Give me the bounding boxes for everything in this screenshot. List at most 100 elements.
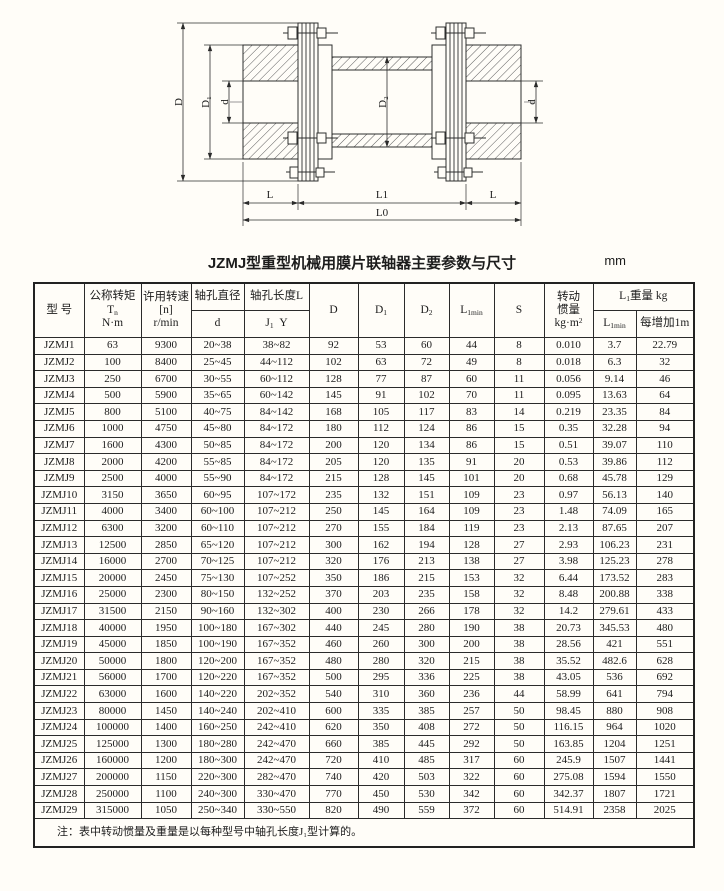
table-cell: 12500: [83, 536, 142, 554]
table-cell: 180~300: [190, 751, 245, 770]
table-cell: 4200: [140, 453, 192, 471]
table-cell: 6.44: [543, 569, 594, 587]
table-cell: 70: [448, 386, 495, 405]
header-D1: D1: [357, 282, 405, 338]
table-cell: 2358: [592, 801, 637, 820]
table-cell: 40~75: [190, 403, 245, 421]
table-cell: 84~172: [243, 419, 310, 438]
table-cell: 80000: [83, 702, 142, 720]
table-cell: JZMJ8: [33, 453, 85, 471]
table-cell: 112: [357, 419, 405, 438]
table-note: 注：表中转动惯量及重量是以每种型号中轴孔长度J₁型计算的。: [33, 818, 695, 848]
table-cell: JZMJ4: [33, 386, 85, 405]
table-cell: 50000: [83, 652, 142, 670]
table-cell: 6.3: [592, 353, 637, 372]
table-cell: 315000: [83, 801, 142, 820]
table-cell: 100000: [83, 718, 142, 737]
table-cell: 27: [493, 552, 545, 571]
table-cell: 125000: [83, 735, 142, 753]
table-cell: 317: [448, 751, 495, 770]
table-cell: 180: [308, 419, 359, 438]
table-cell: 60~142: [243, 386, 310, 405]
table-cell: 242~470: [243, 735, 310, 753]
table-cell: 91: [357, 386, 405, 405]
table-cell: 3150: [83, 486, 142, 504]
table-row: JZMJ3 250 6700 30~55 60~112 128 77 87 60 11 0.056 9…: [33, 370, 695, 388]
table-cell: 460: [308, 635, 359, 654]
table-cell: JZMJ11: [33, 502, 85, 521]
table-cell: 98.45: [543, 702, 594, 720]
table-cell: 87: [403, 370, 450, 388]
table-cell: 50: [493, 718, 545, 737]
table-cell: 230: [357, 602, 405, 621]
table-cell: 4750: [140, 419, 192, 438]
table-cell: 186: [357, 569, 405, 587]
table-cell: 116.15: [543, 718, 594, 737]
table-cell: 107~252: [243, 569, 310, 587]
table-header: 型 号 公称转矩 Tn N·m 许用转速 [n] r/min 轴孔直径 轴孔长度…: [33, 282, 695, 338]
table-cell: 40000: [83, 619, 142, 637]
table-cell: 0.056: [543, 370, 594, 388]
table-cell: JZMJ20: [33, 652, 85, 670]
table-cell: 236: [448, 685, 495, 704]
table-cell: JZMJ28: [33, 785, 85, 803]
table-cell: 1507: [592, 751, 637, 770]
table-cell: 1050: [140, 801, 192, 820]
table-cell: 38: [493, 619, 545, 637]
table-cell: 342.37: [543, 785, 594, 803]
table-cell: 32: [493, 602, 545, 621]
table-cell: 2500: [83, 469, 142, 488]
table-cell: 220~300: [190, 768, 245, 787]
table-row: JZMJ15 20000 2450 75~130 107~252 350 186 215 153…: [33, 569, 695, 587]
table-cell: 330~470: [243, 785, 310, 803]
table-cell: 3400: [140, 502, 192, 521]
table-cell: 202~352: [243, 685, 310, 704]
table-cell: 250~340: [190, 801, 245, 820]
table-row: JZMJ7 1600 4300 50~85 84~172 200 120 134 86 15 0.5…: [33, 436, 695, 455]
coupling-section-drawing: D D₁ d D₂ d L L1 L L0: [173, 22, 543, 226]
table-cell: 266: [403, 602, 450, 621]
table-cell: 292: [448, 735, 495, 753]
table-row: JZMJ28 250000 1100 240~300 330~470 770 450 530 3…: [33, 785, 695, 803]
table-cell: 39.07: [592, 436, 637, 455]
table-cell: 86: [448, 436, 495, 455]
table-cell: 60~100: [190, 502, 245, 521]
table-cell: 55~90: [190, 469, 245, 488]
table-cell: 38: [493, 635, 545, 654]
table-cell: 4000: [83, 502, 142, 521]
table-cell: 8: [493, 337, 545, 355]
table-cell: 1807: [592, 785, 637, 803]
table-cell: 32.28: [592, 419, 637, 438]
table-cell: 551: [635, 635, 695, 654]
table-cell: 628: [635, 652, 695, 670]
table-row: JZMJ16 25000 2300 80~150 132~252 370 203 235 158…: [33, 585, 695, 604]
header-D2: D2: [403, 282, 450, 338]
table-cell: JZMJ26: [33, 751, 85, 770]
table-cell: 0.35: [543, 419, 594, 438]
table-cell: 109: [448, 502, 495, 521]
table-cell: 408: [403, 718, 450, 737]
table-cell: 2150: [140, 602, 192, 621]
table-cell: 60: [493, 785, 545, 803]
table-cell: 56.13: [592, 486, 637, 504]
header-weight-per-meter: 每增加1m: [635, 310, 695, 338]
table-cell: 320: [308, 552, 359, 571]
table-cell: 310: [357, 685, 405, 704]
table-cell: 140~240: [190, 702, 245, 720]
table-cell: 165: [635, 502, 695, 521]
table-cell: 44: [493, 685, 545, 704]
page-title: JZMJ型重型机械用膜片联轴器主要参数与尺寸: [207, 255, 517, 272]
table-cell: 20000: [83, 569, 142, 587]
table-cell: 45000: [83, 635, 142, 654]
table-cell: 295: [357, 668, 405, 687]
table-cell: 4000: [140, 469, 192, 488]
table-cell: 350: [308, 569, 359, 587]
table-cell: 23.35: [592, 403, 637, 421]
table-cell: 3.98: [543, 552, 594, 571]
table-cell: 135: [403, 453, 450, 471]
table-cell: JZMJ22: [33, 685, 85, 704]
table-cell: 138: [448, 552, 495, 571]
table-cell: 2000: [83, 453, 142, 471]
table-cell: 60~112: [243, 370, 310, 388]
table-row: JZMJ21 56000 1700 120~220 167~352 500 295 336 22…: [33, 668, 695, 687]
